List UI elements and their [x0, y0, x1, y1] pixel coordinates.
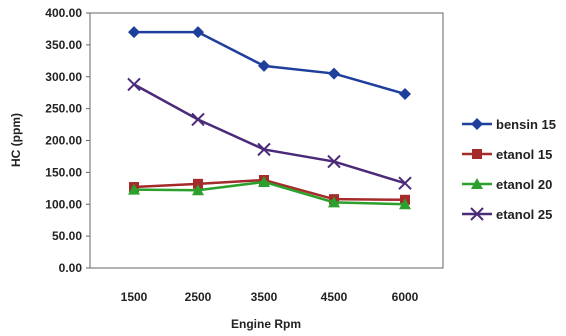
legend-swatch-marker — [472, 149, 482, 159]
data-point-etanol-25 — [127, 77, 141, 92]
data-point-etanol-20 — [258, 175, 270, 187]
legend-swatch-marker — [471, 178, 483, 189]
y-axis-ticks: 0.00 50.00 100.00 150.00 200.00 250.00 300.00 3… — [45, 6, 90, 275]
y-tick-label: 400.00 — [45, 6, 82, 20]
legend-label: etanol 15 — [496, 147, 552, 162]
legend-item-bensin-15: bensin 15 — [462, 117, 556, 132]
data-point-etanol-20 — [128, 183, 140, 195]
x-tick-label: 1500 — [121, 290, 148, 304]
x-axis-title: Engine Rpm — [231, 317, 301, 331]
series-line-etanol-25 — [133, 83, 406, 185]
y-axis-title: HC (ppm) — [9, 113, 23, 167]
data-point-etanol-25 — [257, 142, 271, 157]
data-point-bensin-15 — [128, 26, 140, 39]
data-point-etanol-25 — [327, 154, 341, 169]
data-point-etanol-20 — [328, 196, 340, 208]
y-tick-label: 100.00 — [45, 197, 82, 211]
legend-item-etanol-25: etanol 25 — [462, 207, 552, 222]
data-point-bensin-15 — [258, 59, 270, 72]
legend-label: etanol 20 — [496, 177, 552, 192]
data-point-etanol-20 — [399, 198, 411, 210]
series-layer — [127, 26, 412, 210]
x-axis-ticks: 1500 2500 3500 4500 6000 — [121, 290, 419, 304]
legend-item-etanol-15: etanol 15 — [462, 147, 552, 162]
legend-item-etanol-20: etanol 20 — [462, 177, 552, 192]
legend-swatch-marker — [470, 207, 484, 221]
y-tick-label: 150.00 — [45, 165, 82, 179]
y-tick-label: 350.00 — [45, 38, 82, 52]
legend-swatch-marker — [471, 118, 483, 130]
plot-border — [89, 12, 444, 269]
plot-area — [89, 12, 444, 269]
y-tick-label: 200.00 — [45, 134, 82, 148]
legend: bensin 15 etanol 15 etanol 20 etanol 25 — [462, 117, 556, 222]
x-tick-label: 3500 — [251, 290, 278, 304]
data-point-etanol-25 — [398, 176, 412, 190]
data-point-etanol-25 — [191, 112, 205, 127]
data-point-etanol-15 — [193, 178, 203, 189]
data-point-bensin-15 — [328, 67, 340, 80]
y-tick-label: 0.00 — [59, 261, 83, 275]
x-tick-label: 2500 — [185, 290, 212, 304]
x-tick-label: 4500 — [321, 290, 348, 304]
y-tick-label: 250.00 — [45, 102, 82, 116]
legend-label: etanol 25 — [496, 207, 552, 222]
data-point-etanol-20 — [192, 184, 204, 196]
x-tick-label: 6000 — [392, 290, 419, 304]
data-point-bensin-15 — [399, 87, 411, 100]
series-line-bensin-15 — [134, 30, 406, 96]
y-tick-label: 50.00 — [52, 229, 82, 243]
y-tick-label: 300.00 — [45, 70, 82, 84]
data-point-bensin-15 — [192, 26, 204, 39]
legend-label: bensin 15 — [496, 117, 556, 132]
